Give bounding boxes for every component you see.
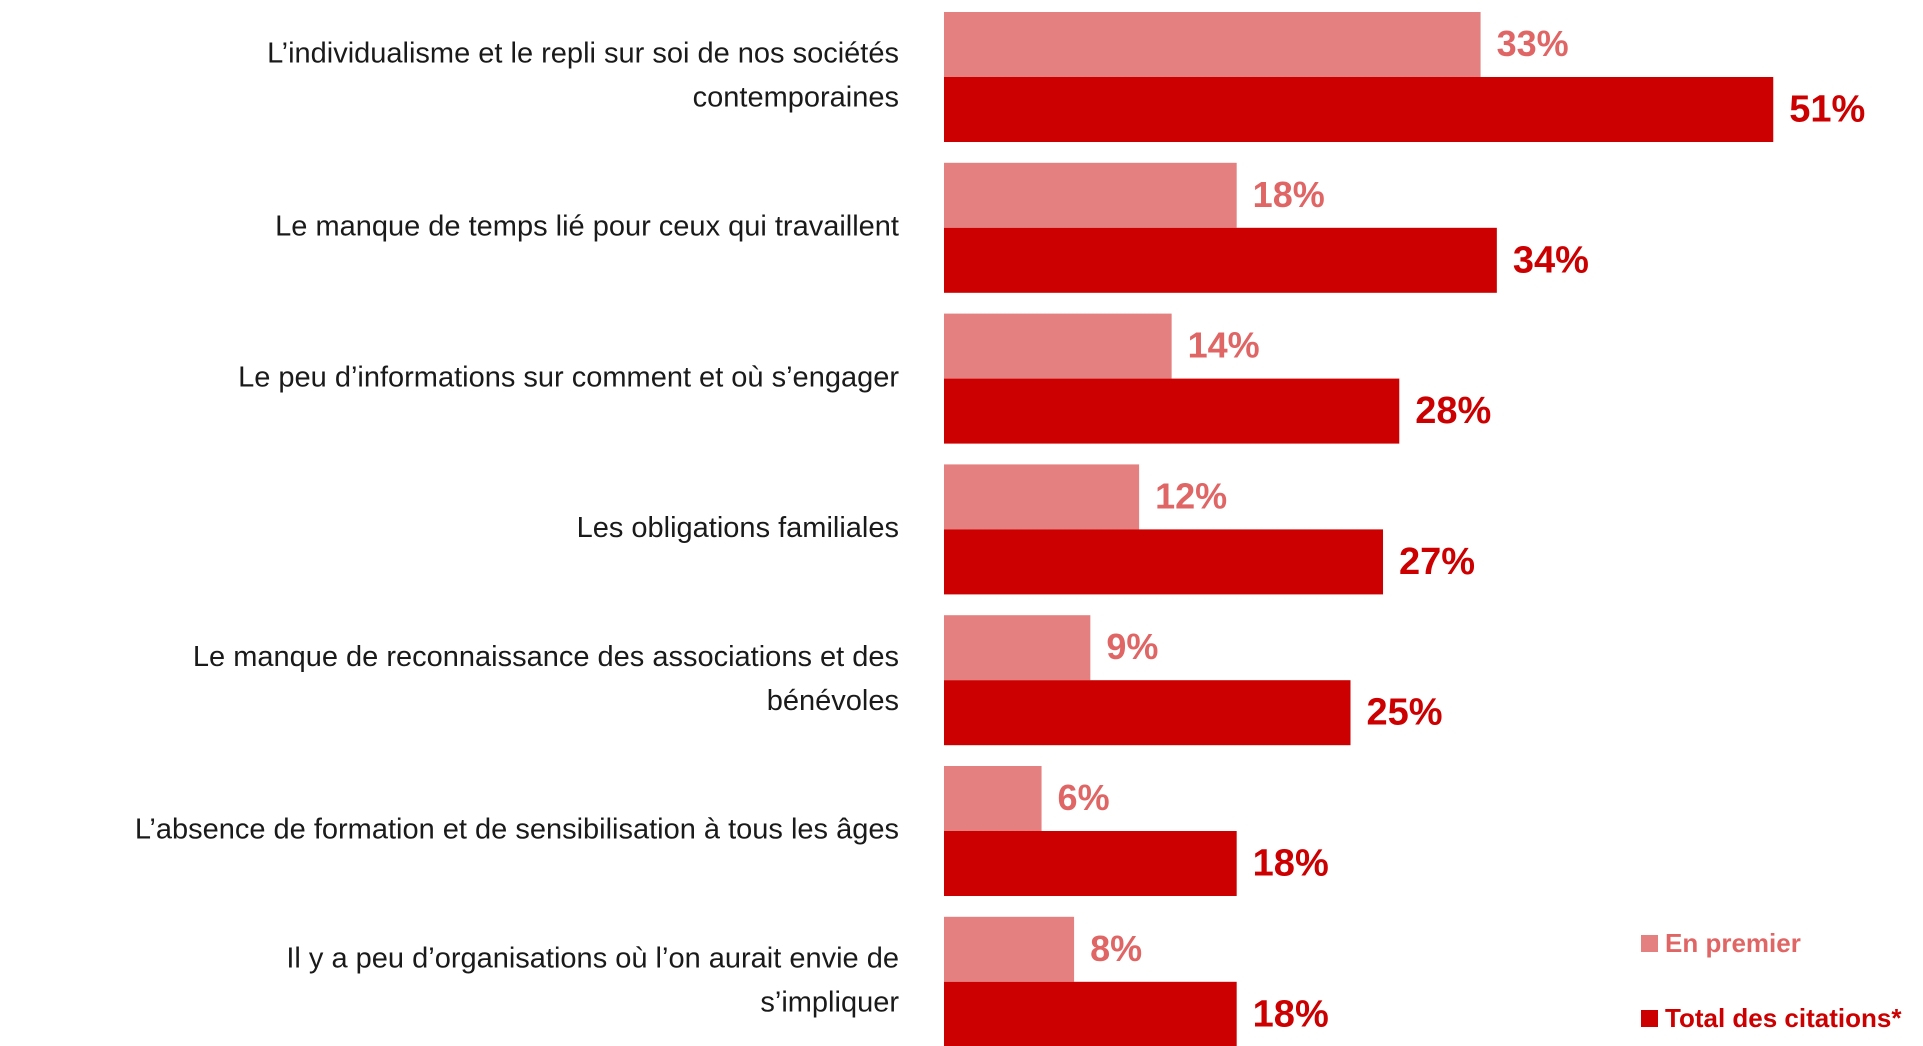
value-label: 27% [1399,541,1475,583]
value-label: 51% [1789,89,1865,131]
value-label: 18% [1253,993,1329,1035]
value-label: 25% [1367,692,1443,734]
bar [944,12,1481,77]
category-label: Le peu d’informations sur comment et où … [238,361,899,393]
category-label: bénévoles [767,685,899,717]
value-label: 28% [1415,390,1491,432]
value-label: 8% [1090,928,1142,969]
category-label: L’absence de formation et de sensibilisa… [135,814,899,846]
bar [944,378,1400,444]
legend-label: En premier [1665,928,1801,958]
bar [944,77,1774,142]
value-label: 18% [1253,843,1329,885]
category-label: contemporaines [693,82,899,114]
category-label: Le manque de temps lié pour ceux qui tra… [275,210,899,242]
legend-swatch [1641,935,1658,952]
category-label: L’individualisme et le repli sur soi de … [267,38,899,70]
value-label: 6% [1058,777,1110,818]
category-label: s’impliquer [760,986,899,1018]
bar [944,916,1075,982]
value-label: 12% [1155,475,1227,516]
bar [944,766,1042,831]
bar [944,680,1351,746]
value-label: 34% [1513,239,1589,281]
bar [944,831,1237,896]
legend-swatch [1641,1010,1658,1027]
category-label: Les obligations familiales [577,512,899,544]
category-label: Le manque de reconnaissance des associat… [193,641,899,673]
legend-label: Total des citations* [1665,1003,1902,1033]
category-label: Il y a peu d’organisations où l’on aurai… [286,942,899,974]
value-label: 18% [1253,174,1325,215]
bar [944,615,1091,681]
bar [944,529,1384,595]
bar [944,981,1237,1046]
value-label: 14% [1188,325,1260,366]
bar [944,313,1172,379]
value-label: 33% [1497,23,1569,64]
bar [944,227,1497,293]
bar [944,464,1140,530]
value-label: 9% [1106,626,1158,667]
bar [944,162,1237,228]
